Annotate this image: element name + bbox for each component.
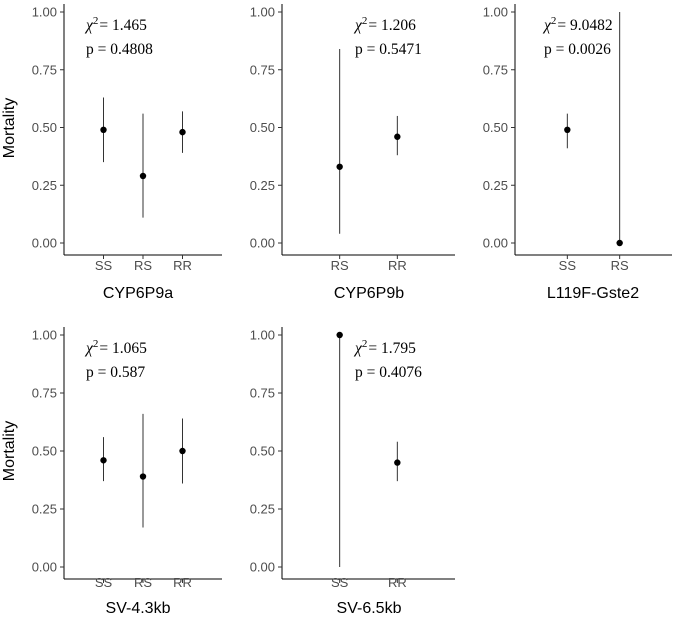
x-tick-label: RR (388, 575, 407, 590)
y-tick-label: 0.00 (483, 236, 508, 251)
p-value-annotation: p = 0.4808 (86, 41, 153, 58)
y-tick-label: 0.00 (32, 560, 57, 575)
data-point (336, 163, 343, 170)
x-axis-label: CYP6P9b (334, 285, 404, 302)
y-tick-label: 0.00 (250, 560, 275, 575)
y-tick-label: 0.25 (250, 178, 275, 193)
data-point (139, 473, 147, 480)
x-tick-label: SS (559, 258, 577, 273)
p-value-annotation: p = 0.4076 (355, 364, 422, 381)
y-tick-label: 1.00 (32, 5, 57, 20)
y-tick-label: 0.25 (32, 178, 57, 193)
y-tick-label: 1.00 (32, 328, 57, 343)
data-point (179, 128, 186, 136)
chart-panel-3: 0.00 0.25 0.50 0.75 1.00 SS RS L119F-Gste2 χ2= 9… (483, 4, 672, 302)
y-tick-label: 0.75 (32, 386, 57, 401)
x-tick-label: RS (331, 258, 349, 273)
y-tick-label: 1.00 (250, 328, 275, 343)
data-point (616, 239, 623, 247)
data-point (336, 331, 343, 339)
x-axis-label: CYP6P9a (103, 285, 173, 302)
p-value-annotation: p = 0.0026 (544, 41, 611, 58)
y-tick-label: 0.75 (32, 62, 57, 77)
y-tick-label: 0.75 (250, 386, 275, 401)
x-axis-label: L119F-Gste2 (547, 285, 639, 302)
x-tick-label: RR (173, 575, 192, 590)
y-axis-label: Mortality (1, 421, 18, 481)
y-tick-label: 0.75 (250, 62, 275, 77)
x-tick-label: RR (173, 258, 192, 273)
x-tick-label: RS (134, 258, 152, 273)
x-tick-label: SS (95, 575, 113, 590)
y-tick-label: 0.25 (32, 502, 57, 517)
data-point (394, 459, 401, 466)
data-point (100, 457, 107, 464)
y-tick-label: 1.00 (483, 5, 508, 20)
x-axis-label: SV-6.5kb (337, 600, 402, 617)
chart-panel-5: 0.00 0.25 0.50 0.75 1.00 SS RR SV-6.5kb χ2= 1.79… (250, 327, 455, 617)
chart-panel-2: 0.00 0.25 0.50 0.75 1.00 RS RR CYP6P9b χ2= 1.206… (250, 4, 455, 302)
y-tick-label: 0.50 (250, 444, 275, 459)
x-tick-label: SS (95, 258, 113, 273)
y-tick-label: 0.25 (483, 178, 508, 193)
p-value-annotation: p = 0.587 (86, 364, 145, 381)
x-tick-label: SS (331, 575, 349, 590)
y-tick-label: 0.50 (32, 120, 57, 135)
y-tick-label: 1.00 (250, 5, 275, 20)
chi-square-annotation: χ2= 1.065 (84, 338, 147, 357)
chi-square-annotation: χ2= 1.795 (353, 338, 416, 357)
y-tick-label: 0.50 (483, 120, 508, 135)
y-tick-label: 0.00 (32, 236, 57, 251)
x-tick-label: RS (611, 258, 629, 273)
y-tick-label: 0.75 (483, 62, 508, 77)
chi-square-annotation: χ2= 1.465 (84, 15, 147, 34)
data-point (394, 133, 401, 140)
data-point (100, 126, 107, 134)
data-point (179, 447, 186, 455)
y-tick-label: 0.50 (32, 444, 57, 459)
y-tick-label: 0.50 (250, 120, 275, 135)
x-tick-label: RR (388, 258, 407, 273)
p-value-annotation: p = 0.5471 (355, 41, 422, 58)
x-tick-label: RS (134, 575, 152, 590)
y-axis-label: Mortality (1, 98, 18, 158)
x-axis-label: SV-4.3kb (106, 600, 171, 617)
data-point (564, 126, 571, 134)
data-point (139, 172, 147, 180)
chi-square-annotation: χ2= 1.206 (353, 15, 416, 34)
chi-square-annotation: χ2= 9.0482 (542, 15, 613, 34)
y-tick-label: 0.00 (250, 236, 275, 251)
y-tick-label: 0.25 (250, 502, 275, 517)
